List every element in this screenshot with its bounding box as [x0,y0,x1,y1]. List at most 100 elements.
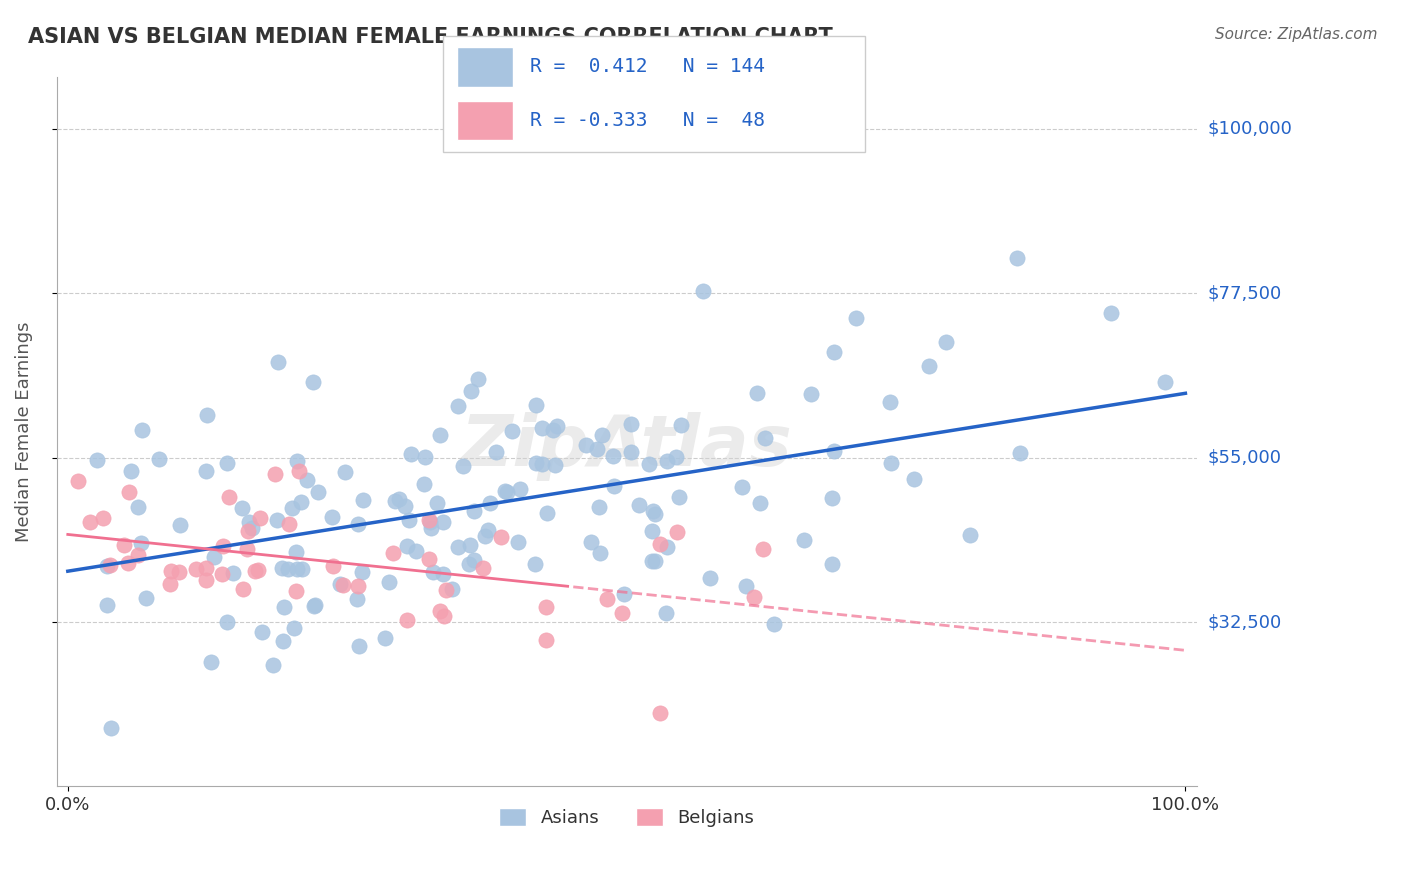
Point [238,516,260,530]
Point [67,475,90,489]
Point [534,633,557,648]
Point [602,449,624,463]
Point [1010,445,1032,459]
Point [378,574,401,589]
Point [446,541,468,555]
Point [321,509,343,524]
Point [112,538,135,552]
Point [734,578,756,592]
Point [236,542,259,557]
Point [291,562,314,576]
Point [463,504,485,518]
Point [252,625,274,640]
Point [307,484,329,499]
Point [422,566,444,580]
Point [457,557,479,571]
Text: R = -0.333   N =  48: R = -0.333 N = 48 [530,111,765,130]
Point [620,444,643,458]
Point [218,490,240,504]
Point [524,456,547,470]
Text: $32,500: $32,500 [1208,613,1282,631]
Point [509,483,531,497]
Point [880,457,903,471]
Point [644,554,666,568]
Point [426,496,449,510]
Point [246,563,269,577]
Point [277,562,299,576]
Point [285,545,308,559]
Point [195,408,218,422]
Text: Source: ZipAtlas.com: Source: ZipAtlas.com [1215,27,1378,42]
Point [346,579,368,593]
Point [589,546,612,560]
Point [610,606,633,620]
Y-axis label: Median Female Earnings: Median Female Earnings [15,322,32,542]
Point [800,387,823,401]
Point [301,375,323,389]
Text: ASIAN VS BELGIAN MEDIAN FEMALE EARNINGS CORRELATION CHART: ASIAN VS BELGIAN MEDIAN FEMALE EARNINGS … [28,27,832,46]
Point [322,558,344,573]
Point [117,485,139,500]
Point [458,538,481,552]
Point [731,480,754,494]
Point [643,504,665,518]
Point [432,515,454,529]
Point [531,457,554,471]
Point [333,465,356,479]
Point [215,615,238,629]
Point [534,600,557,615]
Point [648,537,671,551]
Legend: Asians, Belgians: Asians, Belgians [492,800,761,834]
Point [215,456,238,470]
Point [935,334,957,349]
Point [212,539,235,553]
Point [429,604,451,618]
Point [591,427,613,442]
Point [742,590,765,604]
Point [169,565,191,579]
Point [100,721,122,735]
Point [1154,376,1177,390]
Point [96,559,118,574]
Point [823,444,845,458]
Point [657,540,679,554]
Point [536,507,558,521]
Point [879,394,901,409]
Point [1005,251,1028,265]
Point [86,452,108,467]
Point [245,564,267,578]
Point [613,586,636,600]
Point [596,591,619,606]
Point [669,417,692,432]
Point [285,562,308,576]
Point [494,483,516,498]
Point [747,386,769,401]
Point [665,450,688,465]
Point [278,516,301,531]
Point [467,372,489,386]
Point [350,565,373,579]
Point [530,420,553,434]
Point [231,500,253,515]
Point [959,528,981,542]
Point [491,530,513,544]
Point [418,552,440,566]
Point [200,655,222,669]
Point [401,447,423,461]
Point [665,524,688,539]
Point [346,591,368,606]
Point [332,578,354,592]
Point [495,485,517,500]
Point [394,500,416,514]
Point [451,458,474,473]
Point [644,507,666,521]
Text: $77,500: $77,500 [1208,284,1282,302]
Point [262,658,284,673]
Point [628,498,651,512]
Point [148,451,170,466]
Point [283,622,305,636]
Point [127,500,149,515]
Point [405,543,427,558]
Point [441,582,464,596]
Point [266,513,288,527]
